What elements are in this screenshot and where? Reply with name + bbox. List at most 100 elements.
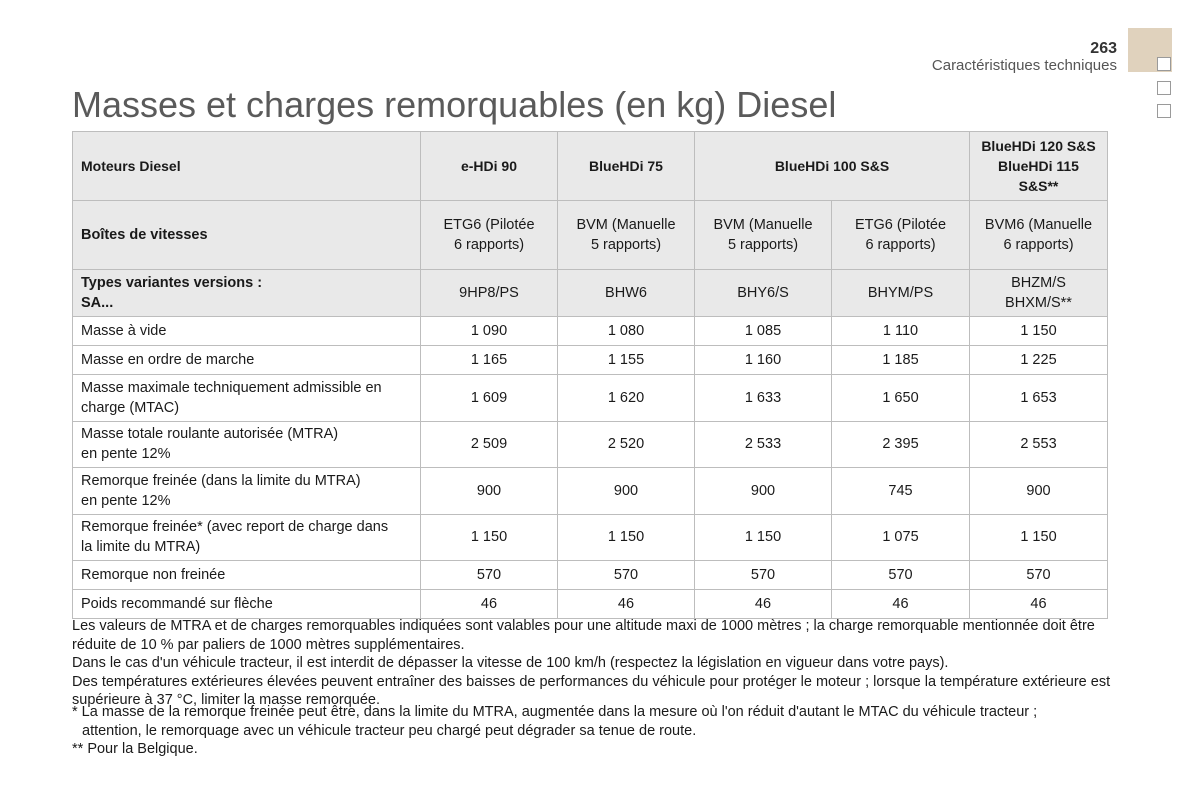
type-cell: BHY6/S	[694, 269, 832, 317]
nav-square-2	[1157, 81, 1171, 95]
value-cell: 1 225	[969, 345, 1108, 375]
value-cell: 1 090	[420, 316, 558, 346]
value-cell: 1 650	[831, 374, 970, 422]
notes: Les valeurs de MTRA et de charges remorq…	[72, 617, 1112, 710]
table-row: Remorque non freinée 570 570 570 570 570	[72, 560, 1108, 590]
value-cell: 46	[969, 589, 1108, 619]
gearbox-line: 6 rapports)	[1003, 237, 1074, 253]
row-label: Remorque freinée* (avec report de charge…	[72, 513, 421, 561]
value-cell: 1 160	[694, 345, 832, 375]
value-cell: 1 150	[557, 513, 695, 561]
value-cell: 1 080	[557, 316, 695, 346]
row-label-line: Remorque freinée* (avec report de charge…	[81, 519, 389, 536]
table-row: Remorque freinée (dans la limite du MTRA…	[72, 467, 1108, 515]
value-cell: 1 085	[694, 316, 832, 346]
gearbox-line: ETG6 (Pilotée	[443, 217, 535, 233]
table-row: Remorque freinée* (avec report de charge…	[72, 513, 1108, 561]
gearbox-line: 5 rapports)	[727, 237, 799, 253]
types-label-line: SA...	[81, 295, 114, 311]
engine-cell-line: BlueHDi 115 S&S**	[998, 158, 1079, 194]
row-label: Masse maximale techniquement admissible …	[72, 374, 421, 422]
value-cell: 1 150	[694, 513, 832, 561]
type-cell: 9HP8/PS	[420, 269, 558, 317]
row-label-line: la limite du MTRA)	[81, 539, 201, 556]
value-cell: 570	[831, 560, 970, 590]
value-cell: 46	[694, 589, 832, 619]
value-cell: 1 653	[969, 374, 1108, 422]
row-label: Poids recommandé sur flèche	[72, 589, 421, 619]
value-cell: 1 633	[694, 374, 832, 422]
value-cell: 1 075	[831, 513, 970, 561]
value-cell: 900	[557, 467, 695, 515]
gearbox-line: BVM6 (Manuelle	[984, 217, 1093, 233]
type-cell: BHZM/S BHXM/S**	[969, 269, 1108, 317]
value-cell: 2 509	[420, 420, 558, 468]
gearbox-cell: BVM (Manuelle 5 rapports)	[694, 200, 832, 270]
gearbox-cell: BVM6 (Manuelle 6 rapports)	[969, 200, 1108, 270]
gearbox-line: BVM (Manuelle	[713, 217, 813, 233]
footnote-star-continued: attention, le remorquage avec un véhicul…	[82, 722, 697, 739]
value-cell: 2 395	[831, 420, 970, 468]
type-cell-line: BHZM/S	[1011, 275, 1066, 291]
table-row: Masse en ordre de marche 1 165 1 155 1 1…	[72, 345, 1108, 375]
value-cell: 2 533	[694, 420, 832, 468]
nav-square-3	[1157, 104, 1171, 118]
row-label-line: Masse totale roulante autorisée (MTRA)	[81, 426, 339, 443]
towing-weights-table: Moteurs Diesel e-HDi 90 BlueHDi 75 BlueH…	[72, 131, 1108, 619]
value-cell: 1 165	[420, 345, 558, 375]
page-title: Masses et charges remorquables (en kg) D…	[72, 84, 837, 125]
row-label: Masse en ordre de marche	[72, 345, 421, 375]
gearbox-row: Boîtes de vitesses ETG6 (Pilotée 6 rappor…	[72, 200, 1108, 270]
value-cell: 1 150	[969, 316, 1108, 346]
gearbox-line: BVM (Manuelle	[576, 217, 676, 233]
value-cell: 745	[831, 467, 970, 515]
nav-square-1	[1157, 57, 1171, 71]
section-name: Caractéristiques techniques	[931, 57, 1117, 74]
gearbox-cell: ETG6 (Pilotée 6 rapports)	[420, 200, 558, 270]
table-row: Masse totale roulante autorisée (MTRA) en…	[72, 420, 1108, 468]
types-label-line: Types variantes versions :	[81, 275, 263, 291]
value-cell: 1 620	[557, 374, 695, 422]
table-row: Masse à vide 1 090 1 080 1 085 1 110 1 1…	[72, 316, 1108, 346]
value-cell: 1 609	[420, 374, 558, 422]
engine-label: Moteurs Diesel	[72, 131, 421, 201]
footnotes: * La masse de la remorque freinée peut ê…	[72, 703, 1112, 759]
type-cell-line: BHXM/S**	[1005, 295, 1072, 311]
row-label-line: Masse maximale techniquement admissible …	[81, 379, 382, 396]
footnote-double-star: ** Pour la Belgique.	[72, 741, 198, 757]
value-cell: 2 553	[969, 420, 1108, 468]
value-cell: 900	[420, 467, 558, 515]
value-cell: 570	[969, 560, 1108, 590]
footnote-star: * La masse de la remorque freinée peut ê…	[72, 704, 1038, 720]
value-cell: 570	[694, 560, 832, 590]
value-cell: 46	[420, 589, 558, 619]
gearbox-label: Boîtes de vitesses	[72, 200, 421, 270]
row-label: Remorque freinée (dans la limite du MTRA…	[72, 467, 421, 515]
row-label-line: en pente 12%	[81, 446, 171, 463]
value-cell: 1 185	[831, 345, 970, 375]
note-temperature: Des températures extérieures élevées peu…	[72, 673, 1111, 709]
gearbox-line: 6 rapports)	[453, 237, 525, 253]
value-cell: 900	[969, 467, 1108, 515]
value-cell: 2 520	[557, 420, 695, 468]
value-cell: 900	[694, 467, 832, 515]
gearbox-line: ETG6 (Pilotée	[854, 217, 947, 233]
engine-cell: e-HDi 90	[420, 131, 558, 201]
value-cell: 1 110	[831, 316, 970, 346]
types-label: Types variantes versions : SA...	[72, 269, 421, 317]
row-label: Masse à vide	[72, 316, 421, 346]
type-cell: BHW6	[557, 269, 695, 317]
row-label-line: en pente 12%	[81, 492, 171, 509]
engine-cell: BlueHDi 75	[557, 131, 695, 201]
note-altitude: Les valeurs de MTRA et de charges remorq…	[72, 618, 1095, 653]
value-cell: 46	[831, 589, 970, 619]
row-label: Masse totale roulante autorisée (MTRA) en…	[72, 420, 421, 468]
type-cell: BHYM/PS	[831, 269, 970, 317]
gearbox-cell: BVM (Manuelle 5 rapports)	[557, 200, 695, 270]
value-cell: 46	[557, 589, 695, 619]
value-cell: 570	[420, 560, 558, 590]
row-label-line: charge (MTAC)	[81, 399, 180, 416]
engine-cell: BlueHDi 100 S&S	[694, 131, 970, 201]
value-cell: 570	[557, 560, 695, 590]
page-number: 263	[1090, 40, 1117, 57]
